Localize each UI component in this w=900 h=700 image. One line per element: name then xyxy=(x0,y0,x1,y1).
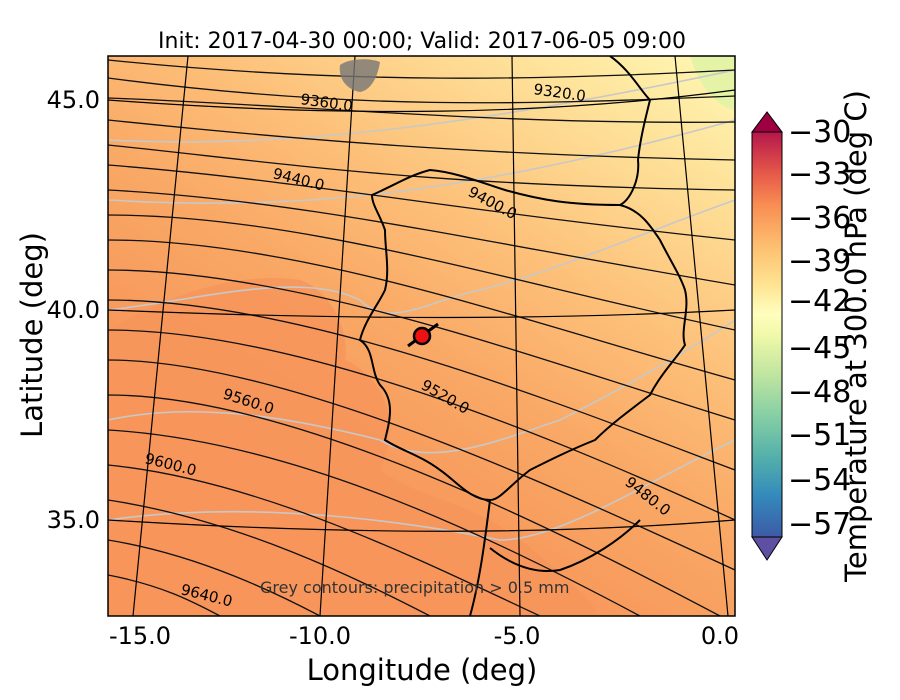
colorbar-body xyxy=(751,131,783,538)
cb-tick-8: −54 xyxy=(788,463,851,498)
x-axis-label: Longitude (deg) xyxy=(307,653,538,687)
cb-tick-7: −51 xyxy=(788,418,851,453)
y-tick-45: 45.0 xyxy=(47,86,100,114)
precipitation-patch xyxy=(339,59,380,92)
map-plot-area: 9320.0 9360.0 9400.0 9440.0 9480.0 9520.… xyxy=(108,56,735,616)
precipitation-note: Grey contours: precipitation > 0.5 mm xyxy=(260,578,569,597)
colorbar-ticks: −30 −33 −36 −39 −42 −45 −48 −51 −54 −57 xyxy=(788,115,851,542)
cb-tick-4: −42 xyxy=(788,284,851,319)
x-ticks: -15.0 -10.0 -5.0 0.0 xyxy=(109,622,739,650)
y-ticks: 45.0 40.0 35.0 xyxy=(47,86,100,534)
x-tick-neg5: -5.0 xyxy=(494,622,541,650)
plot-frame xyxy=(107,55,736,617)
graticule xyxy=(108,56,735,616)
figure-title: Init: 2017-04-30 00:00; Valid: 2017-06-0… xyxy=(158,29,686,54)
x-tick-neg10: -10.0 xyxy=(289,622,351,650)
colorbar-top-extend xyxy=(751,111,783,133)
location-marker xyxy=(407,322,439,348)
cb-tick-6: −48 xyxy=(788,375,851,410)
colorbar-bottom-extend xyxy=(751,536,783,561)
x-tick-neg15: -15.0 xyxy=(109,622,171,650)
cb-tick-5: −45 xyxy=(788,331,851,366)
marker-dot xyxy=(412,326,432,346)
cb-tick-9: −57 xyxy=(788,507,851,542)
temperature-contours xyxy=(108,69,735,541)
cb-tick-1: −33 xyxy=(788,157,851,192)
colorbar-label: Temperature at 300.0 hPa (deg C) xyxy=(839,90,873,583)
cb-tick-2: −36 xyxy=(788,201,851,236)
cb-tick-0: −30 xyxy=(788,115,851,150)
y-tick-40: 40.0 xyxy=(47,296,100,324)
x-tick-0: 0.0 xyxy=(701,622,739,650)
y-axis-label: Latitude (deg) xyxy=(15,232,49,438)
cb-tick-3: −39 xyxy=(788,244,851,279)
colorbar: −30 −33 −36 −39 −42 −45 −48 −51 −54 −57 … xyxy=(751,90,873,583)
geopotential-contours xyxy=(108,59,735,616)
y-tick-35: 35.0 xyxy=(47,506,100,534)
coastline xyxy=(358,56,688,616)
